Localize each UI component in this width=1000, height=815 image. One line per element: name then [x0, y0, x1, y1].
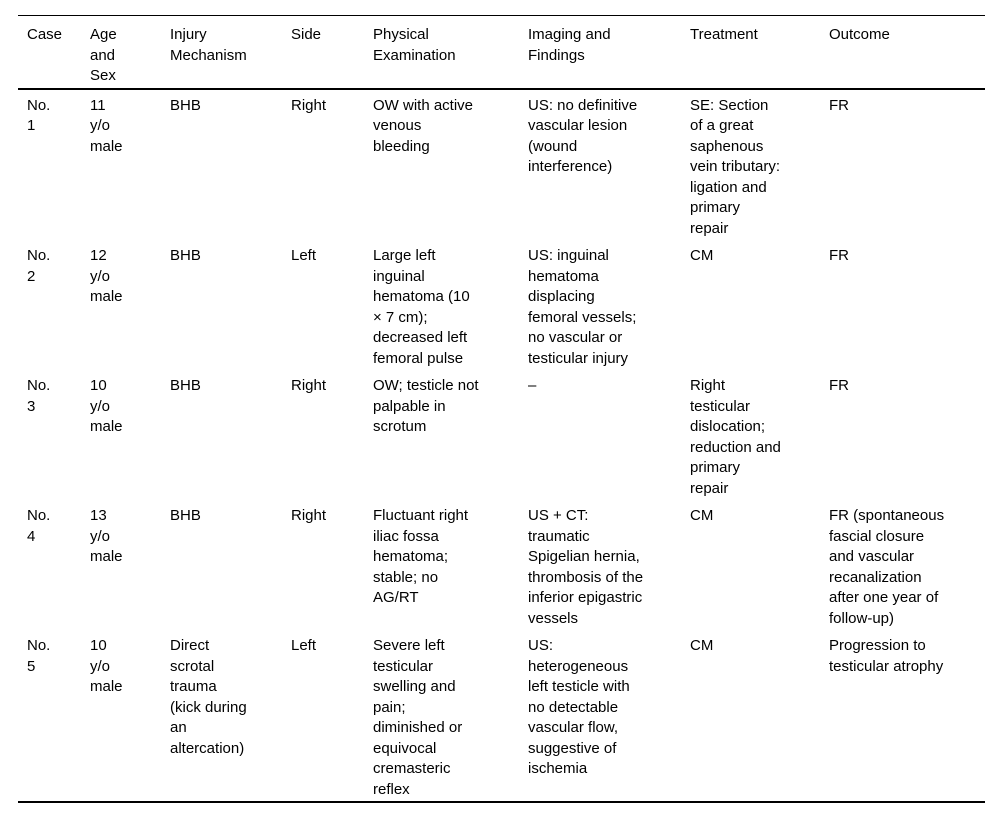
cell-outcome: Progression to testicular atrophy [829, 637, 944, 675]
column-header-side: Side [291, 15, 373, 90]
cell-age-sex: 11 y/o male [90, 96, 123, 155]
column-header-age-sex: Age and Sex [90, 15, 170, 90]
table-row-case-4: No. 4 13 y/o male BHB Right Fluctuant ri… [18, 500, 985, 630]
cell-side: Left [291, 637, 317, 654]
cell-case: No. 5 [27, 637, 51, 675]
cell-physical-examination: Severe left testicular swelling and pain… [373, 637, 463, 798]
table-row-case-5: No. 5 10 y/o male Direct scrotal trauma … [18, 630, 985, 802]
column-header-case: Case [18, 15, 90, 90]
column-header-injury-mechanism: Injury Mechanism [170, 15, 291, 90]
cell-injury-mechanism: BHB [170, 247, 201, 264]
cell-age-sex: 12 y/o male [90, 247, 123, 305]
cell-case: No. 2 [27, 247, 51, 285]
cell-imaging-findings: US: inguinal hematoma displacing femoral… [528, 247, 637, 367]
column-header-imaging-findings: Imaging and Findings [528, 15, 690, 90]
table-row-case-1: No. 1 11 y/o male BHB Right OW with acti… [18, 89, 985, 241]
cell-side: Right [291, 377, 327, 394]
cell-injury-mechanism: BHB [170, 96, 201, 114]
cell-side: Left [291, 247, 317, 264]
cell-treatment: CM [690, 507, 714, 524]
cell-treatment: CM [690, 247, 714, 264]
cell-outcome: FR (spontaneous fascial closure and vasc… [829, 507, 945, 627]
cell-case: No. 4 [27, 507, 51, 545]
cell-outcome: FR [829, 247, 849, 264]
cell-outcome: FR [829, 377, 849, 394]
cell-side: Right [291, 96, 327, 114]
column-header-physical-examination: Physical Examination [373, 15, 528, 90]
header-row: Case Age and Sex Injury Mechanism Side P… [18, 15, 985, 90]
table-body: No. 1 11 y/o male BHB Right OW with acti… [18, 89, 985, 803]
table-row-case-3: No. 3 10 y/o male BHB Right OW; testicle… [18, 370, 985, 500]
cell-injury-mechanism: BHB [170, 507, 201, 524]
cell-treatment: Right testicular dislocation; reduction … [690, 377, 781, 497]
cell-physical-examination: OW; testicle not palpable in scrotum [373, 377, 479, 435]
column-header-treatment: Treatment [690, 15, 829, 90]
column-header-outcome: Outcome [829, 15, 985, 90]
cell-age-sex: 10 y/o male [90, 377, 123, 435]
cell-injury-mechanism: Direct scrotal trauma (kick during an al… [170, 637, 247, 757]
cell-physical-examination: OW with active venous bleeding [373, 96, 474, 155]
cell-injury-mechanism: BHB [170, 377, 201, 394]
table-row-case-2: No. 2 12 y/o male BHB Left Large left in… [18, 240, 985, 370]
cell-case: No. 1 [27, 96, 51, 135]
cell-outcome: FR [829, 96, 849, 114]
cell-age-sex: 10 y/o male [90, 637, 123, 695]
cell-treatment: CM [690, 637, 714, 654]
cell-imaging-findings: US: no definitive vascular lesion (wound… [528, 96, 638, 176]
cell-side: Right [291, 507, 327, 524]
cell-imaging-findings: US + CT: traumatic Spigelian hernia, thr… [528, 507, 644, 627]
case-series-table: Case Age and Sex Injury Mechanism Side P… [18, 15, 985, 803]
cell-case: No. 3 [27, 377, 51, 415]
cell-age-sex: 13 y/o male [90, 507, 123, 565]
cell-imaging-findings: US: heterogeneous left testicle with no … [528, 637, 630, 777]
table-header: Case Age and Sex Injury Mechanism Side P… [18, 15, 985, 90]
cell-treatment: SE: Section of a great saphenous vein tr… [690, 96, 781, 237]
cell-physical-examination: Large left inguinal hematoma (10 × 7 cm)… [373, 247, 470, 367]
cell-imaging-findings: – [528, 377, 537, 394]
cell-physical-examination: Fluctuant right iliac fossa hematoma; st… [373, 507, 469, 606]
